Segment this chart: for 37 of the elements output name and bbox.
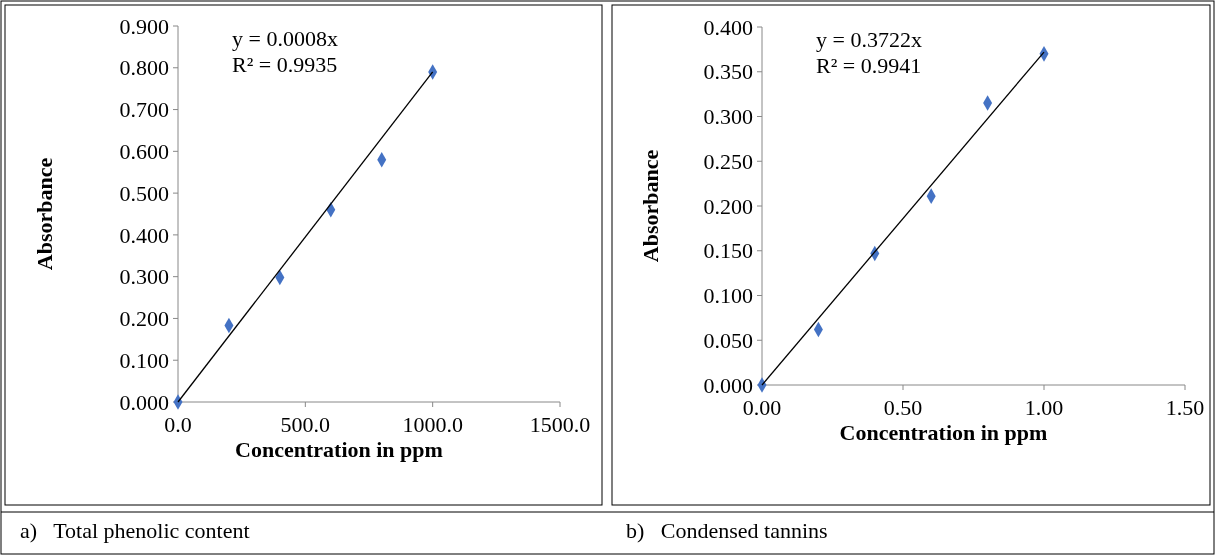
y-tick-label: 0.800: [119, 55, 169, 81]
y-tick-label: 0.300: [703, 104, 753, 130]
y-tick-label: 0.200: [119, 306, 169, 332]
x-tick-label: 0.00: [742, 395, 782, 420]
y-tick-label: 0.350: [703, 59, 753, 85]
x-axis-title: Concentration in ppm: [839, 420, 1048, 445]
y-tick-label: 0.100: [703, 283, 753, 309]
y-tick-label: 0.200: [703, 193, 753, 219]
y-axis-title: Absorbance: [638, 149, 663, 263]
annotation: R² = 0.9941: [816, 53, 922, 78]
y-tick-label: 0.000: [119, 389, 169, 415]
y-axis-title: Absorbance: [32, 157, 57, 271]
x-tick-label: 1.50: [1165, 395, 1205, 420]
y-tick-label: 0.700: [119, 97, 169, 123]
y-tick-label: 0.300: [119, 264, 169, 290]
y-tick-label: 0.600: [119, 139, 169, 165]
x-tick-label: 0.50: [883, 395, 923, 420]
x-tick-label: 0.0: [164, 412, 192, 437]
text: b) Condensed tannins: [626, 518, 828, 543]
y-tick-label: 0.250: [703, 148, 753, 174]
annotation: R² = 0.9935: [232, 52, 338, 77]
x-tick-label: 1000.0: [402, 412, 463, 437]
x-tick-label: 1.00: [1024, 395, 1064, 420]
annotation: y = 0.3722x: [816, 27, 922, 52]
y-tick-label: 0.500: [119, 180, 169, 206]
y-tick-label: 0.400: [119, 222, 169, 248]
y-tick-label: 0.100: [119, 347, 169, 373]
y-tick-label: 0.050: [703, 327, 753, 353]
x-tick-label: 1500.0: [529, 412, 591, 437]
y-tick-label: 0.400: [703, 14, 753, 40]
x-axis-title: Concentration in ppm: [235, 437, 443, 462]
x-tick-label: 500.0: [280, 412, 331, 437]
annotation: y = 0.0008x: [232, 26, 338, 51]
y-tick-label: 0.900: [119, 13, 169, 39]
y-tick-label: 0.150: [703, 238, 753, 264]
text: a) Total phenolic content: [20, 518, 250, 543]
y-tick-label: 0.000: [703, 372, 753, 398]
